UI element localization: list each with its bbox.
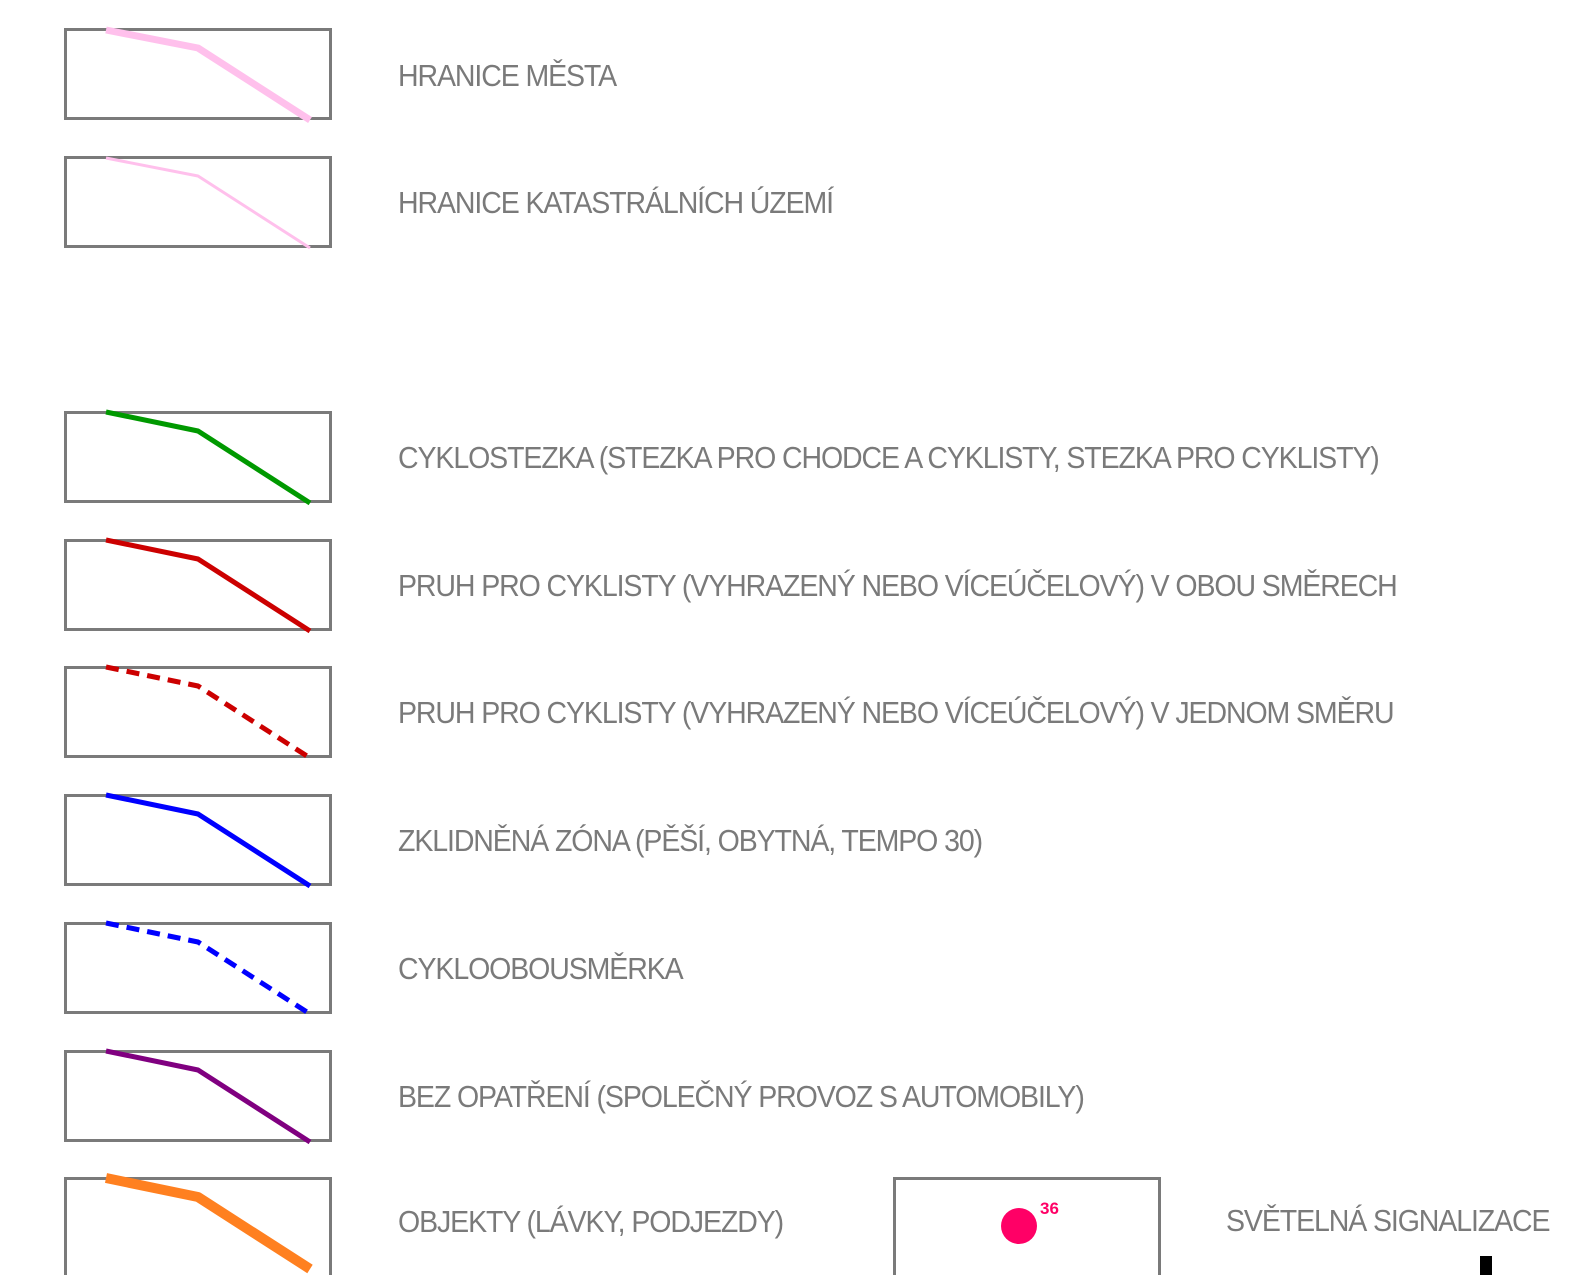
legend-row-hranice-mesta: HRANICE MĚSTA <box>0 26 1578 123</box>
legend-row-cyklobousmerka: CYKLOOBOUSMĚRKA <box>0 920 1578 1017</box>
legend-label: ZKLIDNĚNÁ ZÓNA (PĚŠÍ, OBYTNÁ, TEMPO 30) <box>398 823 983 858</box>
one-way-bike-lane-line-icon <box>105 664 312 761</box>
cycle-path-line-icon <box>105 409 312 506</box>
legend-row-objekty: OBJEKTY (LÁVKY, PODJEZDY) <box>0 1173 880 1275</box>
shared-traffic-line-icon <box>105 1048 312 1145</box>
legend-row-bez-opatreni: BEZ OPATŘENÍ (SPOLEČNÝ PROVOZ S AUTOMOBI… <box>0 1048 1578 1145</box>
legend-label: PRUH PRO CYKLISTY (VYHRAZENÝ NEBO VÍCEÚČ… <box>398 568 1398 603</box>
two-way-bike-lane-line-icon <box>105 537 312 634</box>
cadastral-boundary-line-icon <box>105 156 311 250</box>
legend-label: CYKLOOBOUSMĚRKA <box>398 951 684 986</box>
legend-label: HRANICE MĚSTA <box>398 58 617 93</box>
legend-label: HRANICE KATASTRÁLNÍCH ÚZEMÍ <box>398 185 834 220</box>
legend-label: BEZ OPATŘENÍ (SPOLEČNÝ PROVOZ S AUTOMOBI… <box>398 1079 1085 1114</box>
traffic-signal-number: 36 <box>1040 1199 1059 1218</box>
legend-row-cyklostezka: CYKLOSTEZKA (STEZKA PRO CHODCE A CYKLIST… <box>0 409 1578 506</box>
legend-label: PRUH PRO CYKLISTY (VYHRAZENÝ NEBO VÍCEÚČ… <box>398 695 1395 730</box>
corner-glyph-fragment <box>1480 1256 1492 1275</box>
legend-swatch-box <box>64 28 332 120</box>
city-boundary-line-icon <box>105 26 312 123</box>
structures-line-icon <box>104 1173 313 1274</box>
legend-row-hranice-katastralnich-uzemi: HRANICE KATASTRÁLNÍCH ÚZEMÍ <box>0 156 1578 250</box>
legend-row-pruh-obou-smerech: PRUH PRO CYKLISTY (VYHRAZENÝ NEBO VÍCEÚČ… <box>0 537 1578 634</box>
traffic-signal-label: SVĚTELNÁ SIGNALIZACE <box>1226 1203 1551 1238</box>
contraflow-cycling-line-icon <box>105 920 312 1017</box>
traffic-calmed-zone-line-icon <box>105 792 312 889</box>
legend-row-zklidnena-zona: ZKLIDNĚNÁ ZÓNA (PĚŠÍ, OBYTNÁ, TEMPO 30) <box>0 792 1578 889</box>
legend-label: CYKLOSTEZKA (STEZKA PRO CHODCE A CYKLIST… <box>398 440 1380 475</box>
traffic-signal-dot-icon <box>1001 1208 1037 1244</box>
legend-label: OBJEKTY (LÁVKY, PODJEZDY) <box>398 1204 784 1239</box>
legend-row-pruh-jednom-smeru: PRUH PRO CYKLISTY (VYHRAZENÝ NEBO VÍCEÚČ… <box>0 664 1578 761</box>
traffic-signal-swatch-box <box>893 1177 1161 1275</box>
